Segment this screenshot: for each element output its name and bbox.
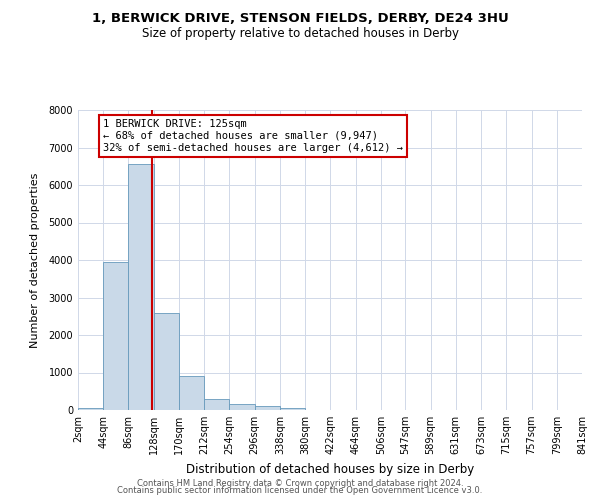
Bar [103,262,128,410]
Bar [229,404,254,410]
Bar [280,408,305,410]
Bar [78,408,103,410]
Text: 1 BERWICK DRIVE: 125sqm
← 68% of detached houses are smaller (9,947)
32% of semi: 1 BERWICK DRIVE: 125sqm ← 68% of detache… [103,120,403,152]
Text: 1, BERWICK DRIVE, STENSON FIELDS, DERBY, DE24 3HU: 1, BERWICK DRIVE, STENSON FIELDS, DERBY,… [92,12,508,26]
Text: Contains HM Land Registry data © Crown copyright and database right 2024.: Contains HM Land Registry data © Crown c… [137,478,463,488]
Bar [254,406,280,410]
Bar [128,164,154,410]
Bar [179,376,204,410]
Y-axis label: Number of detached properties: Number of detached properties [30,172,40,348]
Text: Contains public sector information licensed under the Open Government Licence v3: Contains public sector information licen… [118,486,482,495]
Bar [154,312,179,410]
X-axis label: Distribution of detached houses by size in Derby: Distribution of detached houses by size … [186,462,474,475]
Bar [204,399,229,410]
Text: Size of property relative to detached houses in Derby: Size of property relative to detached ho… [142,28,458,40]
